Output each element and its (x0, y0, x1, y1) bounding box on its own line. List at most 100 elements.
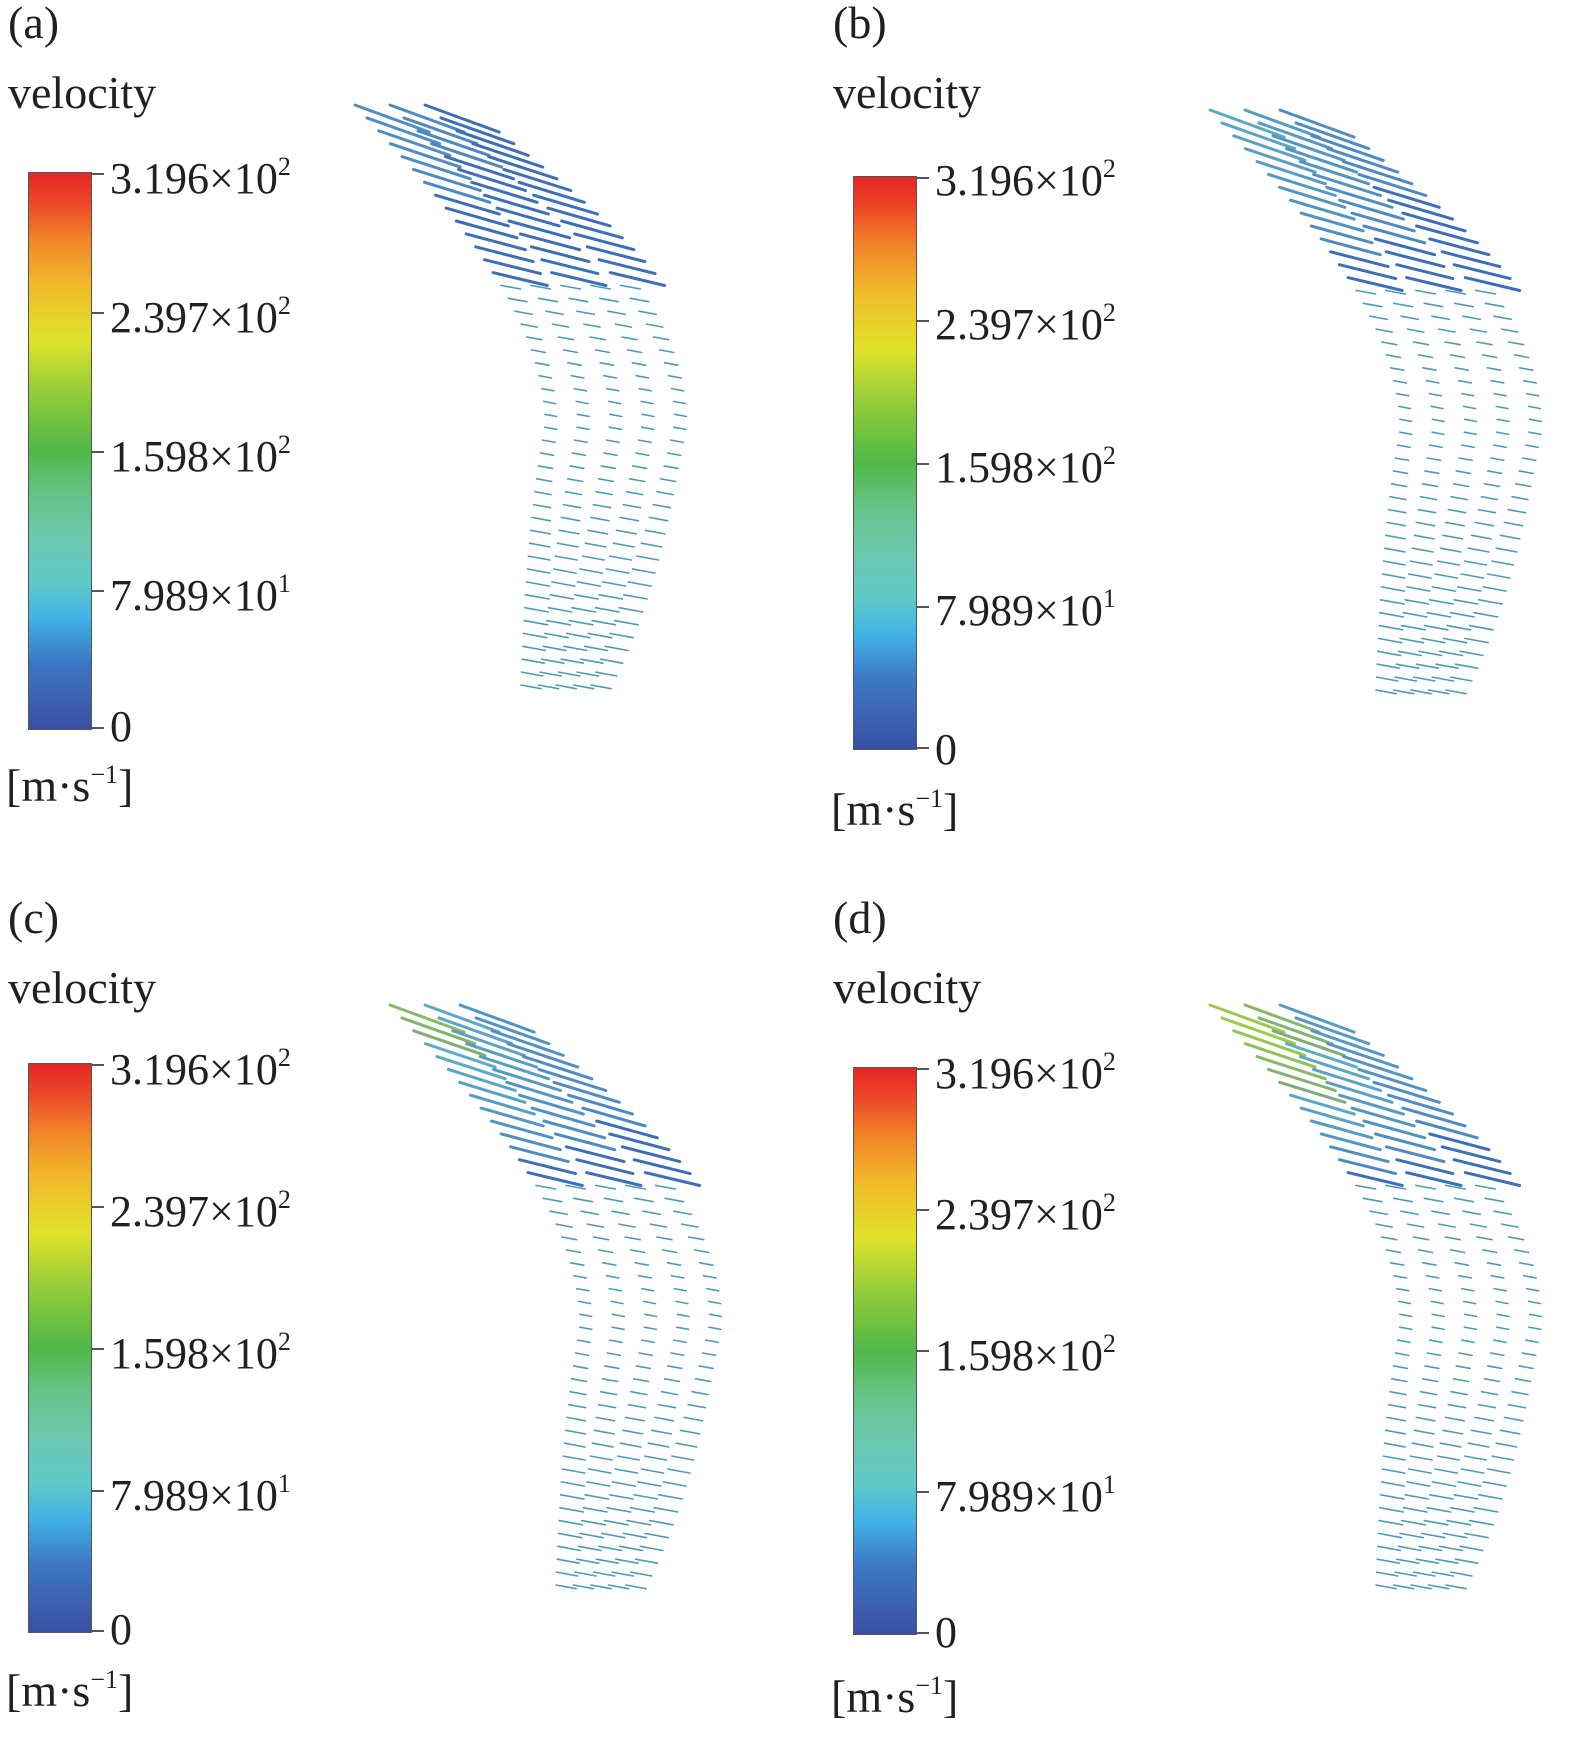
velocity-arrow (1431, 1571, 1455, 1577)
velocity-arrow (1338, 263, 1397, 281)
velocity-arrow (423, 103, 501, 134)
velocity-arrow (1452, 1158, 1512, 1176)
velocity-arrow (1431, 315, 1451, 321)
velocity-arrow (637, 439, 653, 444)
velocity-arrow (573, 1274, 588, 1279)
velocity-arrow (1393, 1274, 1408, 1279)
velocity-arrow (388, 103, 466, 134)
velocity-arrow (1423, 1519, 1449, 1526)
velocity-arrow (1289, 198, 1356, 221)
velocity-arrow (1511, 495, 1529, 501)
velocity-arrow (532, 193, 599, 216)
velocity-arrow (573, 387, 588, 392)
velocity-arrow (1298, 1055, 1371, 1081)
velocity-arrow (530, 1106, 596, 1128)
velocity-arrow (558, 529, 580, 535)
velocity-arrow (1399, 1326, 1413, 1331)
velocity-arrow (557, 336, 575, 341)
colorbar-tick (92, 1064, 104, 1066)
velocity-arrow (572, 1365, 589, 1370)
velocity-arrow (458, 1080, 527, 1104)
velocity-arrow (557, 1545, 582, 1552)
colorbar-title: velocity (8, 962, 157, 1013)
velocity-arrow (1394, 457, 1410, 462)
velocity-arrow (643, 1313, 658, 1318)
velocity-arrow (579, 568, 604, 574)
velocity-arrow (592, 1236, 610, 1241)
velocity-arrow (612, 542, 635, 548)
velocity-arrow (576, 671, 600, 677)
velocity-arrow (1426, 611, 1452, 618)
velocity-arrow (1527, 405, 1542, 410)
colorbar-tick (917, 1632, 929, 1634)
velocity-arrow (1486, 470, 1503, 475)
velocity-arrow (587, 632, 613, 639)
velocity-arrow (576, 426, 590, 431)
velocity-arrow (606, 1352, 622, 1357)
velocity-arrow (542, 1119, 607, 1140)
velocity-arrow (1462, 1210, 1482, 1216)
velocity-arrow (555, 684, 577, 690)
velocity-arrow (1467, 1442, 1490, 1448)
velocity-arrow (1431, 1481, 1457, 1487)
velocity-arrow (1477, 1493, 1504, 1500)
velocity-arrow (558, 1519, 584, 1526)
velocity-arrow (542, 400, 557, 405)
velocity-arrow (571, 606, 597, 613)
velocity-arrow (537, 465, 554, 470)
velocity-arrow (1496, 418, 1510, 423)
velocity-arrow (561, 1468, 586, 1474)
velocity-arrow (1486, 1365, 1503, 1370)
velocity-arrow (1312, 172, 1382, 197)
velocity-arrow (627, 581, 653, 587)
velocity-arrow (555, 1584, 577, 1590)
velocity-arrow (1232, 134, 1307, 162)
velocity-arrow (1420, 637, 1446, 644)
velocity-arrow (1462, 405, 1477, 410)
velocity-arrow (1438, 650, 1464, 657)
velocity-arrow (1399, 637, 1425, 644)
velocity-arrow (624, 1184, 647, 1190)
tick-label-75: 2.397×102 (935, 298, 1116, 349)
velocity-arrow (1378, 624, 1404, 631)
velocity-arrow (608, 1339, 623, 1344)
velocity-arrow (1444, 341, 1462, 346)
velocity-arrow (1346, 276, 1404, 292)
velocity-arrow (565, 1184, 587, 1190)
velocity-arrow (545, 619, 572, 626)
velocity-arrow (365, 116, 442, 146)
velocity-arrow (483, 258, 542, 276)
velocity-arrow (557, 671, 581, 677)
velocity-arrow (520, 684, 542, 690)
velocity-arrow (1415, 224, 1479, 245)
velocity-arrow (1439, 1442, 1462, 1448)
velocity-arrow (656, 490, 674, 496)
velocity-arrow (1514, 1377, 1532, 1383)
velocity-arrow (1387, 508, 1407, 514)
velocity-arrow (1387, 1093, 1454, 1116)
velocity-arrow (535, 1184, 557, 1190)
velocity-arrow (1278, 1003, 1356, 1034)
tick-label-75: 2.397×102 (935, 1188, 1116, 1239)
velocity-arrow (642, 1300, 657, 1305)
velocity-arrow (653, 1506, 679, 1513)
velocity-arrow (1418, 1545, 1443, 1552)
velocity-arrow (577, 1545, 602, 1552)
velocity-arrow (556, 1558, 580, 1565)
velocity-arrow (599, 658, 624, 665)
velocity-arrow (546, 206, 612, 228)
velocity-arrow (1220, 121, 1297, 151)
velocity-arrow (402, 116, 479, 146)
velocity-arrow (656, 1236, 673, 1241)
velocity-arrow (1372, 1080, 1441, 1104)
velocity-arrow (457, 167, 527, 192)
velocity-arrow (1486, 1261, 1502, 1267)
velocity-arrow (630, 1390, 648, 1396)
velocity-arrow (576, 581, 602, 587)
velocity-arrow (572, 1197, 594, 1203)
velocity-arrow (1434, 1468, 1459, 1474)
velocity-arrow (1402, 611, 1428, 618)
velocity-arrow (581, 555, 606, 561)
velocity-vector-field (388, 1003, 723, 1590)
velocity-arrow (1438, 1223, 1456, 1228)
